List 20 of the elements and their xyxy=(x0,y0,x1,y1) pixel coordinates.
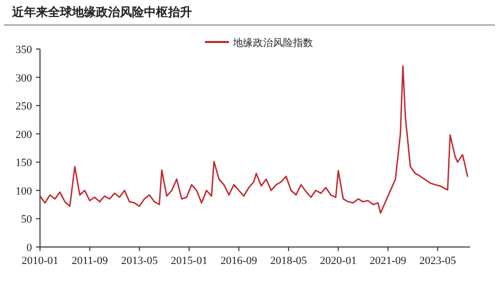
y-tick-label: 150 xyxy=(16,157,32,170)
x-tick-label: 2016-09 xyxy=(220,255,258,267)
x-tick-label: 2015-01 xyxy=(170,255,208,267)
y-tick-label: 50 xyxy=(21,214,32,226)
x-tick-label: 2013-05 xyxy=(121,255,158,267)
y-tick-label: 200 xyxy=(16,128,32,141)
x-tick-label: 2011-09 xyxy=(72,255,108,267)
x-tick-label: 2018-05 xyxy=(270,255,308,267)
y-tick-label: 350 xyxy=(16,44,32,56)
line-series xyxy=(39,65,468,214)
x-tick-label: 2010-01 xyxy=(22,255,58,267)
x-tick-label: 2020-01 xyxy=(320,255,357,267)
x-tick-label: 2021-09 xyxy=(370,255,407,267)
y-tick-label: 250 xyxy=(16,100,32,113)
x-tick-label: 2023-05 xyxy=(419,255,457,267)
y-tick-label: 300 xyxy=(16,72,32,84)
chart-title: 近年来全球地缘政治风险中枢抬升 xyxy=(11,5,192,19)
y-tick-label: 100 xyxy=(16,185,32,198)
legend-label: 地缘政治风险指数 xyxy=(232,37,313,49)
y-tick-label: 0 xyxy=(26,242,32,254)
